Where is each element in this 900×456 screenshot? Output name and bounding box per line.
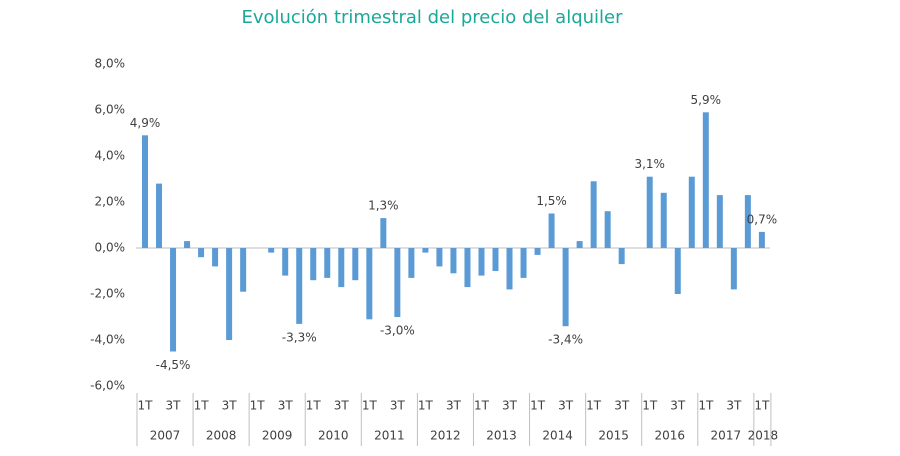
x-tick-label: 1T (362, 399, 378, 413)
data-label: -3,0% (380, 324, 415, 338)
year-label: 2016 (654, 429, 685, 443)
x-tick-label: 1T (754, 399, 770, 413)
bar (506, 248, 513, 290)
bar (464, 248, 471, 288)
bar (492, 248, 499, 271)
x-tick-label: 3T (614, 399, 630, 413)
year-label: 2009 (262, 429, 293, 443)
data-label: -3,3% (282, 330, 317, 344)
bar (324, 248, 331, 278)
x-tick-label: 3T (558, 399, 574, 413)
bar (744, 195, 751, 248)
data-label: 5,9% (691, 93, 722, 107)
data-label: 1,3% (368, 199, 399, 213)
bar (688, 176, 695, 248)
data-label: -3,4% (548, 333, 583, 347)
year-label: 2010 (318, 429, 349, 443)
year-label: 2011 (374, 429, 405, 443)
bar (716, 195, 723, 248)
year-label: 2017 (711, 429, 742, 443)
bar (534, 248, 541, 255)
year-label: 2007 (150, 429, 181, 443)
bar (576, 241, 583, 248)
bar (562, 248, 569, 327)
x-tick-label: 3T (278, 399, 294, 413)
data-label: 1,5% (536, 194, 567, 208)
x-tick-label: 1T (138, 399, 154, 413)
y-tick-label: 4,0% (95, 149, 126, 163)
data-label: 4,9% (130, 116, 161, 130)
bar (604, 211, 611, 248)
y-tick-label: -2,0% (90, 287, 125, 301)
x-tick-label: 3T (502, 399, 518, 413)
bar (450, 248, 457, 274)
x-tick-label: 3T (390, 399, 406, 413)
bar (142, 135, 148, 248)
x-tick-label: 3T (222, 399, 238, 413)
bar (436, 248, 443, 267)
x-tick-label: 3T (166, 399, 182, 413)
bar (660, 192, 667, 248)
bar (758, 231, 765, 248)
data-label: 3,1% (634, 157, 665, 171)
year-label: 2015 (598, 429, 629, 443)
bar (520, 248, 527, 278)
y-tick-label: 0,0% (95, 241, 126, 255)
x-tick-label: 1T (250, 399, 266, 413)
x-tick-label: 1T (698, 399, 714, 413)
bar (730, 248, 737, 290)
x-tick-label: 1T (306, 399, 322, 413)
chart-title: Evolución trimestral del precio del alqu… (241, 7, 623, 28)
x-tick-label: 1T (474, 399, 490, 413)
bar (478, 248, 485, 276)
y-tick-label: -6,0% (90, 379, 125, 393)
bar (618, 248, 625, 265)
bar (548, 213, 555, 248)
x-tick-label: 3T (726, 399, 742, 413)
bar (702, 112, 709, 248)
bar (380, 218, 387, 248)
year-label: 2014 (542, 429, 573, 443)
year-label: 2018 (748, 429, 779, 443)
y-tick-label: -4,0% (90, 333, 125, 347)
x-tick-label: 3T (446, 399, 462, 413)
bar (408, 248, 415, 278)
bar (212, 248, 219, 267)
x-tick-label: 1T (194, 399, 210, 413)
bar (226, 248, 233, 340)
bar (422, 248, 429, 253)
y-tick-label: 8,0% (95, 57, 126, 71)
year-label: 2013 (486, 429, 517, 443)
bar (338, 248, 345, 288)
bar (352, 248, 359, 281)
bar (240, 248, 247, 292)
bar (156, 183, 163, 248)
bar (646, 176, 653, 248)
x-tick-label: 1T (586, 399, 602, 413)
x-tick-label: 3T (670, 399, 686, 413)
bar (268, 248, 275, 253)
bar (366, 248, 373, 320)
x-tick-label: 1T (530, 399, 546, 413)
year-label: 2008 (206, 429, 237, 443)
bar (674, 248, 681, 294)
bar (296, 248, 303, 324)
y-tick-label: 6,0% (95, 103, 126, 117)
bar (590, 181, 597, 248)
bar (310, 248, 317, 281)
x-tick-label: 3T (334, 399, 350, 413)
year-label: 2012 (430, 429, 461, 443)
bar (170, 248, 177, 352)
x-tick-label: 1T (418, 399, 434, 413)
bar (184, 241, 191, 248)
y-tick-label: 2,0% (95, 195, 126, 209)
data-label: 0,7% (747, 212, 778, 226)
x-tick-label: 1T (642, 399, 658, 413)
bar (394, 248, 401, 317)
bar (282, 248, 289, 276)
bar (198, 248, 205, 258)
data-label: -4,5% (156, 358, 191, 372)
